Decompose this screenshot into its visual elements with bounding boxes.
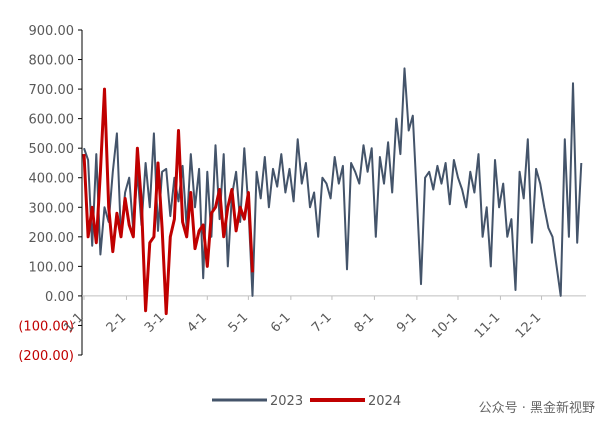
y-tick-label: (100.00) (18, 319, 74, 334)
y-tick-label: 500.00 (29, 142, 75, 157)
x-tick-label: 3-1 (142, 310, 168, 336)
y-tick-label: (200.00) (18, 349, 74, 364)
x-tick-label: 7-1 (309, 310, 335, 336)
legend-label: 2024 (368, 394, 401, 409)
y-tick-label: 900.00 (29, 24, 75, 39)
y-tick-label: 800.00 (29, 54, 75, 69)
y-tick-label: 600.00 (29, 113, 75, 128)
legend-label: 2023 (270, 394, 303, 409)
y-tick-label: 0.00 (45, 290, 74, 305)
y-tick-label: 400.00 (29, 172, 75, 187)
x-tick-label: 10-1 (429, 310, 460, 341)
x-tick-label: 2-1 (104, 310, 130, 336)
y-tick-label: 200.00 (29, 231, 75, 246)
series-line (83, 67, 583, 297)
x-tick-label: 11-1 (472, 310, 503, 341)
y-tick-label: 700.00 (29, 83, 75, 98)
x-tick-label: 12-1 (513, 310, 544, 341)
x-tick-label: 9-1 (394, 310, 420, 336)
x-tick-label: 4-1 (184, 310, 210, 336)
watermark: 公众号 · 黑金新视野 (479, 400, 595, 416)
series-line (82, 87, 254, 316)
x-tick-label: 5-1 (226, 310, 252, 336)
x-tick-label: 6-1 (268, 310, 294, 336)
y-tick-label: 100.00 (29, 260, 75, 275)
y-tick-label: 300.00 (29, 201, 75, 216)
x-tick-label: 8-1 (352, 310, 378, 336)
